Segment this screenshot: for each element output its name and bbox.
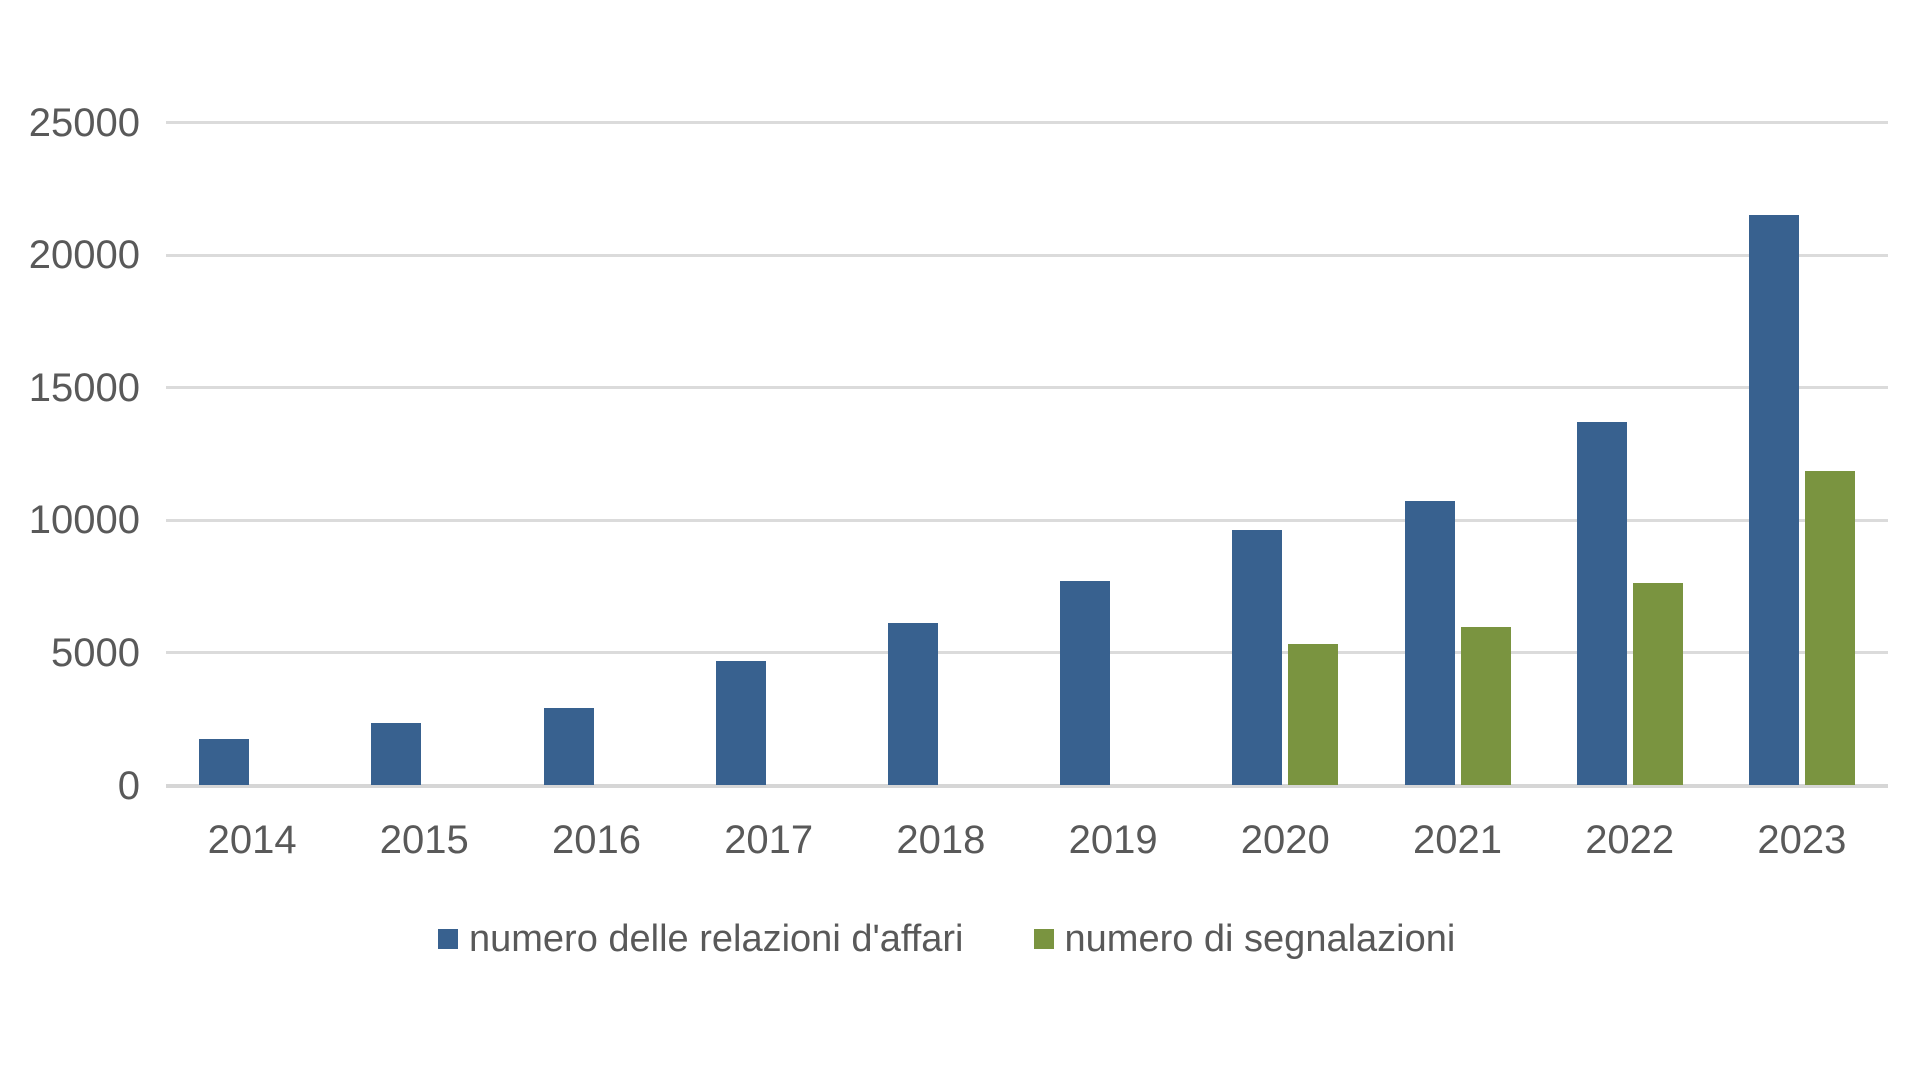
x-axis-tick-label: 2019 bbox=[1068, 818, 1158, 862]
bar-relazioni-2021 bbox=[1404, 500, 1455, 786]
x-axis-tick-label: 2021 bbox=[1413, 818, 1502, 862]
bar-relazioni-2019 bbox=[1060, 581, 1111, 786]
bar-segnalazioni-2021 bbox=[1460, 627, 1511, 786]
x-axis-tick-label: 2022 bbox=[1585, 818, 1675, 862]
y-axis-tick-label: 10000 bbox=[28, 498, 140, 543]
legend-item-segnalazioni: numero di segnalazioni bbox=[1033, 916, 1456, 962]
x-axis-tick-label: 2018 bbox=[896, 818, 986, 862]
bar-segnalazioni-2022 bbox=[1632, 582, 1683, 786]
bar-segnalazioni-2020 bbox=[1288, 644, 1339, 786]
bar-relazioni-2022 bbox=[1576, 421, 1627, 786]
gridline bbox=[166, 518, 1888, 522]
gridline bbox=[166, 253, 1888, 257]
bar-relazioni-2016 bbox=[543, 708, 594, 786]
x-axis-tick-label: 2016 bbox=[552, 818, 641, 862]
legend: numero delle relazioni d'affari numero di… bbox=[438, 916, 1455, 962]
bar-relazioni-2023 bbox=[1748, 215, 1799, 786]
gridline bbox=[166, 121, 1888, 125]
bar-relazioni-2014 bbox=[199, 739, 250, 786]
legend-swatch-icon bbox=[438, 929, 458, 949]
x-axis-tick-label: 2015 bbox=[379, 818, 469, 862]
bar-relazioni-2020 bbox=[1232, 529, 1283, 786]
x-axis-tick-label: 2017 bbox=[724, 818, 814, 862]
x-axis-tick-label: 2023 bbox=[1757, 818, 1847, 862]
y-axis-tick-label: 0 bbox=[117, 763, 140, 808]
legend-swatch-icon bbox=[1033, 929, 1054, 949]
x-axis-tick-label: 2014 bbox=[207, 818, 297, 862]
y-axis-tick-label: 5000 bbox=[51, 630, 140, 675]
x-axis-tick-label: 2020 bbox=[1240, 818, 1330, 862]
bar-segnalazioni-2023 bbox=[1804, 470, 1855, 786]
x-axis-line bbox=[166, 783, 1888, 788]
legend-label: numero delle relazioni d'affari bbox=[469, 918, 964, 960]
legend-item-relazioni: numero delle relazioni d'affari bbox=[438, 916, 964, 962]
y-axis-tick-label: 20000 bbox=[28, 233, 140, 278]
legend-label: numero di segnalazioni bbox=[1064, 918, 1456, 960]
bar-relazioni-2015 bbox=[371, 722, 422, 786]
y-axis-tick-label: 15000 bbox=[28, 365, 140, 410]
gridline bbox=[166, 651, 1888, 655]
gridline bbox=[166, 386, 1888, 390]
bar-relazioni-2017 bbox=[715, 661, 766, 786]
y-axis-tick-label: 25000 bbox=[28, 100, 140, 145]
bar-relazioni-2018 bbox=[887, 623, 938, 786]
